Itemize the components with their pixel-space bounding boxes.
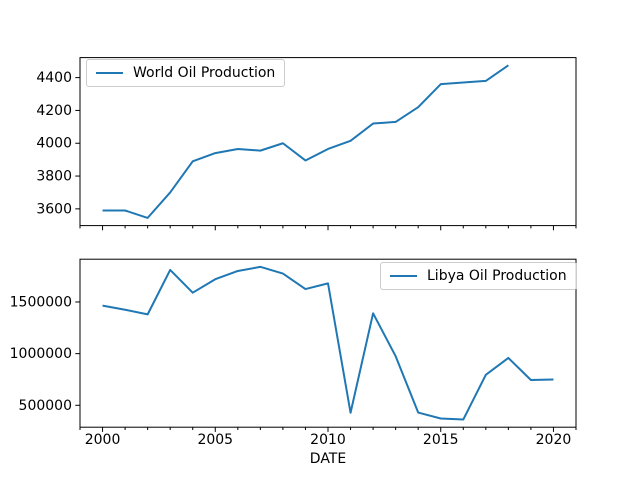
y-tick-label: 3600 (36, 201, 72, 217)
legend-world-label: World Oil Production (133, 65, 276, 81)
legend-libya-oil: Libya Oil Production (380, 262, 577, 290)
y-tick-label: 500000 (19, 398, 72, 414)
legend-world-oil: World Oil Production (86, 59, 286, 87)
x-tick-label: 2015 (423, 432, 459, 448)
y-tick-label: 4400 (36, 70, 72, 86)
x-tick-label: 2010 (310, 432, 346, 448)
legend-line-icon (390, 275, 417, 277)
y-tick-label: 1500000 (10, 294, 72, 310)
y-tick-label: 4200 (36, 103, 72, 119)
series-line (102, 265, 554, 421)
legend-libya-label: Libya Oil Production (427, 268, 567, 284)
x-tick-label: 2020 (536, 432, 572, 448)
x-tick-label: 2000 (85, 432, 121, 448)
y-tick-label: 4000 (36, 136, 72, 152)
legend-line-icon (96, 72, 123, 74)
series-line (102, 64, 509, 219)
x-tick-label: 2005 (197, 432, 233, 448)
y-tick-label: 3800 (36, 169, 72, 185)
x-axis-label: DATE (310, 451, 346, 467)
y-tick-label: 1000000 (10, 346, 72, 362)
